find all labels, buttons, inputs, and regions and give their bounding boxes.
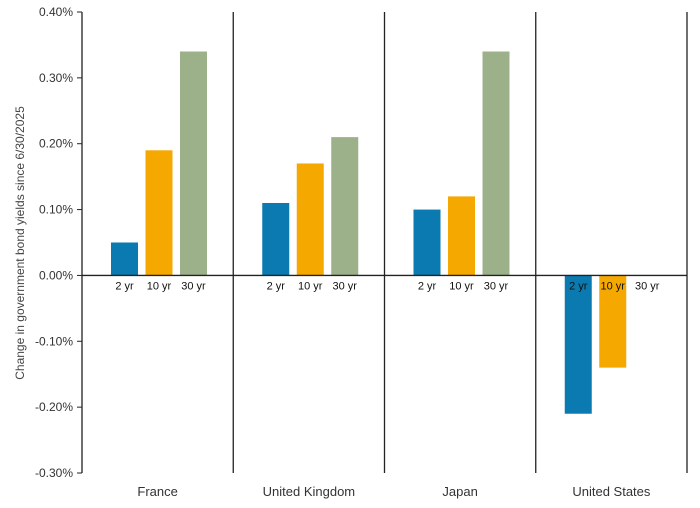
series-label: 30 yr [484, 280, 509, 292]
y-tick-label: 0.30% [39, 71, 73, 85]
series-label: 30 yr [333, 280, 358, 292]
category-label: United Kingdom [263, 484, 356, 499]
series-label: 10 yr [298, 280, 323, 292]
group-dividers [232, 12, 688, 473]
bar [564, 275, 592, 414]
category-label: Japan [442, 484, 477, 499]
series-label: 2 yr [569, 280, 588, 292]
bar [482, 51, 510, 276]
bar [180, 51, 207, 276]
series-label: 30 yr [635, 280, 660, 292]
y-tick-label: 0.40% [39, 5, 73, 19]
bar [262, 202, 290, 276]
labels: 2 yr 10 yr 30 yr France 2 yr 10 yr 30 yr United… [115, 280, 659, 499]
series-label: 10 yr [147, 280, 172, 292]
bar [145, 150, 173, 276]
y-tick-label: -0.30% [35, 466, 73, 480]
category-label: United States [572, 484, 651, 499]
bar [111, 242, 138, 276]
series-label: 2 yr [267, 280, 286, 292]
y-tick-label: -0.10% [35, 334, 73, 348]
bar [331, 137, 359, 276]
axes: 0.40% 0.30% 0.20% 0.10% 0.00% -0.10% -0.20% -0.… [35, 5, 687, 480]
series-label: 10 yr [601, 280, 626, 292]
category-label: France [137, 484, 177, 499]
y-tick-label: 0.00% [39, 268, 73, 282]
y-axis-label: Change in government bond yields since 6… [13, 106, 27, 380]
y-tick-label: -0.20% [35, 400, 73, 414]
bar [599, 275, 627, 368]
bar [448, 196, 475, 276]
y-tick-label: 0.10% [39, 203, 73, 217]
bars [111, 51, 627, 414]
series-label: 2 yr [115, 280, 134, 292]
series-label: 2 yr [418, 280, 437, 292]
bar [296, 163, 324, 276]
y-tick-label: 0.20% [39, 137, 73, 151]
series-label: 30 yr [181, 280, 206, 292]
series-label: 10 yr [449, 280, 474, 292]
bar [413, 209, 441, 276]
